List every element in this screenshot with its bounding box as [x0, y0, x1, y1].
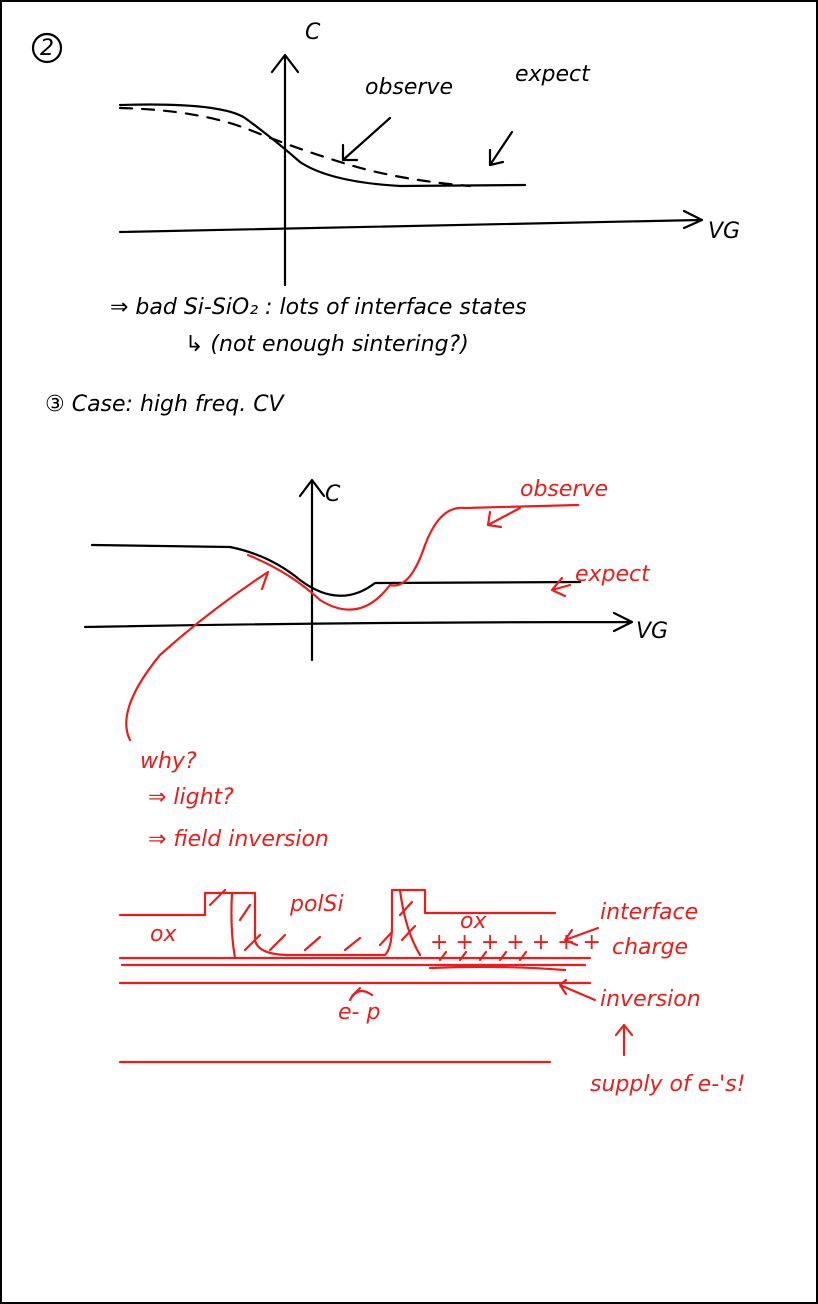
oxide-label: ox [150, 922, 177, 947]
reason: why? [140, 749, 197, 774]
interface-charge-label: charge [612, 935, 688, 960]
heading: ③ Case: high freq. CV [45, 392, 286, 417]
note: ⇒ bad Si-SiO₂ : lots of interface states [110, 295, 527, 320]
section-number: 2 [40, 36, 54, 61]
expect-label: expect [575, 562, 651, 587]
supply-label: supply of e-'s! [590, 1072, 745, 1097]
y-label: C [325, 482, 341, 507]
x-label: VG [636, 619, 668, 644]
expect-label: expect [515, 62, 591, 87]
y-label: C [305, 20, 321, 45]
inversion-label: inversion [600, 987, 701, 1012]
charges: + + + + + + + [430, 930, 601, 955]
interface-charge-label: interface [600, 900, 698, 925]
polysi-label: polSi [289, 892, 344, 917]
x-label: VG [708, 219, 740, 244]
observe-label: observe [365, 75, 453, 100]
reason: ⇒ field inversion [148, 827, 329, 852]
reason: ⇒ light? [148, 785, 234, 810]
observe-label: observe [520, 477, 608, 502]
page-frame [1, 1, 817, 1303]
carriers-label: e- p [338, 1000, 380, 1025]
notes-page: 2 C VG observe expect ⇒ bad Si-SiO₂ : lo… [0, 0, 818, 1304]
subnote: ↳ (not enough sintering?) [185, 332, 469, 357]
